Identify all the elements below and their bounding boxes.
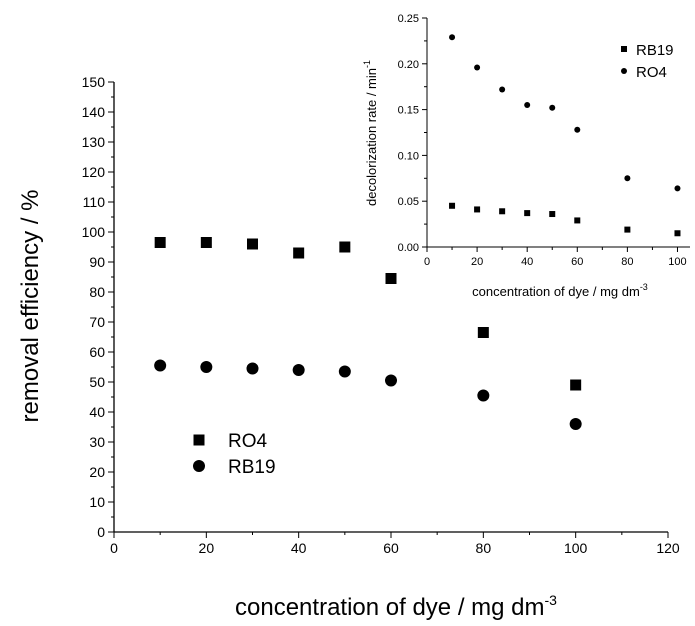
inset-data-point-rb19 [549, 211, 556, 218]
data-point-ro4 [477, 327, 489, 338]
legend-label-ro4: RO4 [228, 431, 268, 452]
x-tick-label: 80 [476, 540, 492, 556]
inset-data-point-rb19 [474, 206, 481, 213]
x-axis-label-text: concentration of dye / mg dm [235, 594, 545, 621]
inset-x-tick-label: 40 [521, 256, 533, 268]
data-point-ro4 [247, 238, 258, 250]
x-tick-label: 0 [110, 540, 118, 556]
inset-data-point-rb19 [624, 226, 631, 233]
inset-x-tick-label: 20 [471, 256, 483, 268]
inset-data-point-ro4 [449, 34, 456, 41]
y-tick-label: 100 [82, 224, 106, 240]
inset-legend-marker-rb19 [621, 46, 627, 52]
inset-y-tick-label: 0.20 [398, 59, 419, 71]
y-tick-label: 140 [82, 104, 106, 120]
inset-y-tick-label: 0.10 [398, 150, 419, 162]
inset-x-axis-label: concentration of dye / mg dm-3 [472, 282, 648, 299]
data-point-rb19 [477, 389, 490, 402]
inset-y-tick-label: 0.15 [398, 105, 419, 117]
legend-label-rb19: RB19 [228, 457, 276, 478]
x-tick-label: 60 [383, 540, 399, 556]
data-point-rb19 [292, 364, 305, 376]
data-point-rb19 [338, 365, 351, 378]
inset-x-tick-label: 60 [571, 256, 583, 268]
y-tick-label: 50 [89, 374, 105, 390]
inset-legend-label-rb19: RB19 [636, 42, 674, 59]
y-tick-label: 120 [82, 164, 106, 180]
y-tick-label: 30 [89, 434, 105, 450]
inset-y-axis-label-text: decolorization rate / min [364, 68, 379, 206]
legend-marker-rb19 [193, 460, 205, 472]
y-tick-label: 110 [83, 194, 106, 210]
x-tick-label: 20 [199, 540, 215, 556]
y-tick-label: 20 [89, 464, 105, 480]
data-point-rb19 [154, 359, 167, 372]
main-plot: 0 20 40 60 80 100 120 0 10 20 30 40 50 60 70 80 90 100 110… [17, 74, 680, 621]
data-point-ro4 [570, 379, 582, 391]
x-tick-label: 40 [291, 540, 307, 556]
inset-data-point-rb19 [524, 210, 531, 217]
data-point-rb19 [246, 362, 259, 375]
y-tick-label: 150 [82, 74, 106, 90]
inset-y-axis-label-superscript: -1 [362, 60, 372, 68]
x-tick-label: 100 [564, 540, 588, 556]
inset-x-axis-label-text: concentration of dye / mg dm [472, 284, 640, 299]
inset-data-point-rb19 [449, 202, 456, 209]
inset-y-axis-label: decolorization rate / min-1 [362, 60, 379, 206]
inset-data-point-rb19 [674, 230, 681, 237]
y-tick-label: 70 [89, 314, 105, 330]
y-tick-label: 80 [89, 284, 105, 300]
inset-x-axis-label-superscript: -3 [640, 282, 648, 292]
x-axis-label-superscript: -3 [545, 592, 558, 608]
inset-data-point-ro4 [474, 64, 481, 71]
data-point-rb19 [569, 418, 582, 430]
data-point-ro4 [293, 247, 305, 259]
y-axis-label: removal efficiency / % [17, 190, 44, 423]
inset-x-tick-label: 100 [668, 256, 686, 268]
inset-x-tick-label: 80 [621, 256, 633, 268]
data-point-rb19 [200, 361, 213, 373]
data-point-ro4 [385, 273, 397, 284]
data-point-ro4 [200, 237, 212, 248]
inset-data-point-ro4 [574, 126, 581, 133]
y-tick-label: 130 [82, 134, 106, 150]
inset-plot: 0 20 40 60 80 100 0.00 0.05 0.10 0.15 0.20 0.25 conc… [362, 13, 690, 299]
y-tick-label: 60 [89, 344, 105, 360]
inset-data-point-rb19 [574, 217, 581, 224]
legend-marker-ro4 [193, 434, 205, 446]
inset-y-tick-label: 0.05 [398, 196, 419, 208]
y-tick-label: 90 [89, 254, 105, 270]
y-tick-label: 0 [97, 524, 105, 540]
inset-x-tick-label: 0 [424, 256, 430, 268]
inset-y-tick-label: 0.00 [398, 242, 419, 254]
inset-legend-marker-ro4 [621, 68, 627, 74]
inset-legend-label-ro4: RO4 [636, 64, 667, 81]
data-point-ro4 [339, 241, 351, 253]
x-tick-label: 120 [656, 540, 680, 556]
inset-data-point-ro4 [524, 102, 531, 109]
inset-data-point-ro4 [674, 185, 681, 192]
x-axis-label: concentration of dye / mg dm-3 [235, 592, 557, 621]
inset-data-point-ro4 [624, 175, 631, 182]
inset-data-point-rb19 [499, 208, 506, 215]
data-point-ro4 [154, 237, 166, 248]
inset-y-tick-label: 0.25 [398, 13, 419, 25]
y-tick-label: 10 [89, 494, 105, 510]
data-point-rb19 [385, 374, 397, 387]
inset-data-point-ro4 [549, 104, 556, 111]
inset-data-point-ro4 [499, 86, 506, 93]
y-tick-label: 40 [89, 404, 105, 420]
